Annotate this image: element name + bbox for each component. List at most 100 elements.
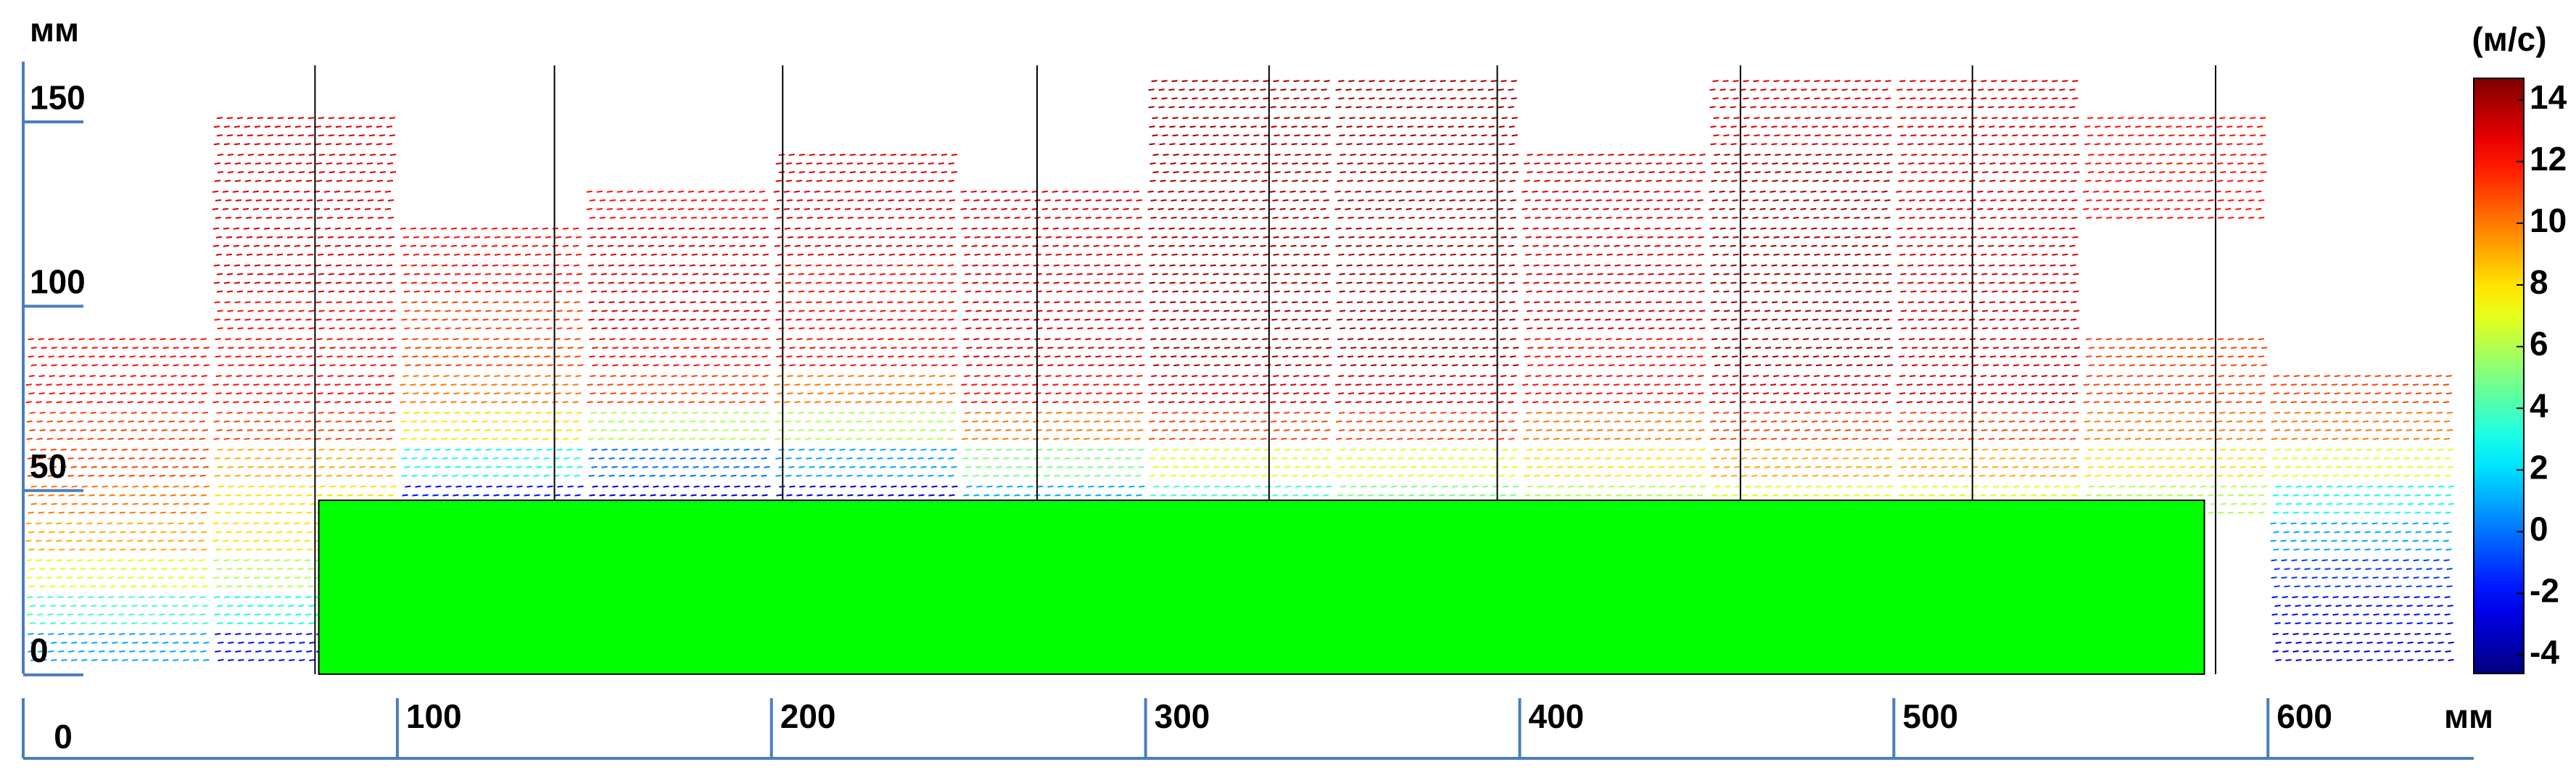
- vector-cell: [1148, 80, 1330, 109]
- vector-cell: [1897, 117, 2079, 146]
- vector-cell: [26, 559, 208, 588]
- vector-cell: [1149, 117, 1331, 146]
- x-tick-label: 100: [406, 697, 462, 735]
- vector-cell: [1898, 154, 2080, 182]
- vector-cell: [2272, 485, 2455, 514]
- vector-cell: [1147, 190, 1329, 219]
- vector-cell: [1710, 117, 1892, 146]
- vector-cell: [587, 411, 769, 440]
- vector-cell: [1148, 375, 1330, 404]
- vector-cell: [27, 448, 209, 477]
- vector-cell: [962, 264, 1144, 293]
- vector-cell: [402, 338, 584, 367]
- vector-cell: [2271, 559, 2453, 588]
- vector-cell: [28, 633, 210, 661]
- vector-cell: [1897, 301, 2080, 330]
- colorbar-tick-label: 6: [2530, 325, 2548, 362]
- vector-cell: [1524, 338, 1706, 367]
- vector-cell: [1335, 227, 1517, 256]
- vector-cell: [2083, 375, 2266, 404]
- vector-cell: [1337, 448, 1519, 477]
- vector-cell: [1337, 301, 1519, 330]
- vector-cell: [963, 338, 1145, 367]
- vector-cell: [212, 375, 395, 404]
- vector-cell: [401, 448, 583, 477]
- vector-cell: [2085, 154, 2267, 182]
- vector-cell: [1709, 411, 1892, 440]
- vector-cell: [214, 301, 396, 330]
- x-tick-label: 400: [1529, 697, 1585, 735]
- vector-cell: [213, 117, 396, 146]
- vector-cell: [212, 227, 395, 256]
- vector-cell: [1897, 448, 2080, 477]
- vector-cell: [589, 338, 771, 367]
- vector-cell: [400, 227, 582, 256]
- vector-cell: [775, 264, 957, 293]
- vector-cell: [1896, 375, 2078, 404]
- vector-cell: [961, 375, 1143, 404]
- vector-cell: [2084, 448, 2267, 477]
- vector-cell: [213, 411, 395, 440]
- colorbar-tick-label: 10: [2530, 202, 2567, 239]
- vector-cell: [400, 411, 582, 440]
- vector-cell: [1149, 154, 1332, 182]
- vector-cell: [1896, 190, 2078, 219]
- vector-cell: [1524, 448, 1706, 477]
- vector-cell: [775, 154, 957, 182]
- vector-cell: [1149, 301, 1332, 330]
- y-tick-label: 50: [30, 447, 67, 485]
- vector-cell: [962, 411, 1144, 440]
- vector-cell: [400, 264, 583, 293]
- colorbar-label: (м/с): [2472, 20, 2546, 58]
- vector-field: [25, 80, 2455, 661]
- vector-cell: [962, 301, 1144, 330]
- vector-cell: [1896, 80, 2078, 109]
- vector-cell: [775, 301, 957, 330]
- vector-cell: [1709, 80, 1891, 109]
- vector-cell: [401, 301, 583, 330]
- vector-cell: [586, 190, 768, 219]
- vector-cell: [25, 375, 207, 404]
- vector-cell: [1335, 80, 1517, 109]
- vector-cell: [27, 596, 209, 625]
- vector-cell: [961, 227, 1143, 256]
- vector-cell: [2271, 411, 2453, 440]
- vector-cell: [1336, 117, 1518, 146]
- x-tick-label: 200: [780, 697, 836, 735]
- colorbar-tick-label: 8: [2530, 263, 2548, 301]
- colorbar: [2473, 78, 2525, 674]
- vector-cell: [774, 227, 956, 256]
- vector-cell: [1150, 338, 1332, 367]
- vector-cell: [1710, 448, 1893, 477]
- x-unit: мм: [2444, 697, 2493, 735]
- vector-cell: [1523, 411, 1705, 440]
- colorbar-tick-label: -2: [2530, 572, 2559, 610]
- vector-cell: [587, 227, 769, 256]
- vector-cell: [2085, 338, 2268, 367]
- vector-cell: [1710, 301, 1893, 330]
- vector-cell: [213, 264, 396, 293]
- obstacle: [318, 500, 2205, 675]
- vector-cell: [400, 375, 582, 404]
- vector-cell: [1898, 338, 2081, 367]
- vector-cell: [1148, 227, 1330, 256]
- vector-cell: [212, 190, 395, 219]
- vector-cell: [774, 375, 956, 404]
- vector-cell: [1149, 448, 1332, 477]
- vector-cell: [1335, 375, 1517, 404]
- colorbar-tick-label: 0: [2530, 510, 2548, 547]
- vector-cell: [1524, 301, 1706, 330]
- colorbar-tick-label: 12: [2530, 140, 2567, 178]
- vector-cell: [1334, 190, 1516, 219]
- vector-cell: [1896, 227, 2078, 256]
- vector-cell: [1523, 264, 1705, 293]
- vector-cell: [775, 448, 957, 477]
- vector-cell: [28, 485, 210, 514]
- vector-cell: [1709, 227, 1891, 256]
- vector-cell: [960, 190, 1142, 219]
- vector-cell: [1149, 264, 1331, 293]
- colorbar-tick-label: -4: [2530, 634, 2559, 671]
- vector-cell: [2084, 117, 2266, 146]
- vector-cell: [1522, 190, 1704, 219]
